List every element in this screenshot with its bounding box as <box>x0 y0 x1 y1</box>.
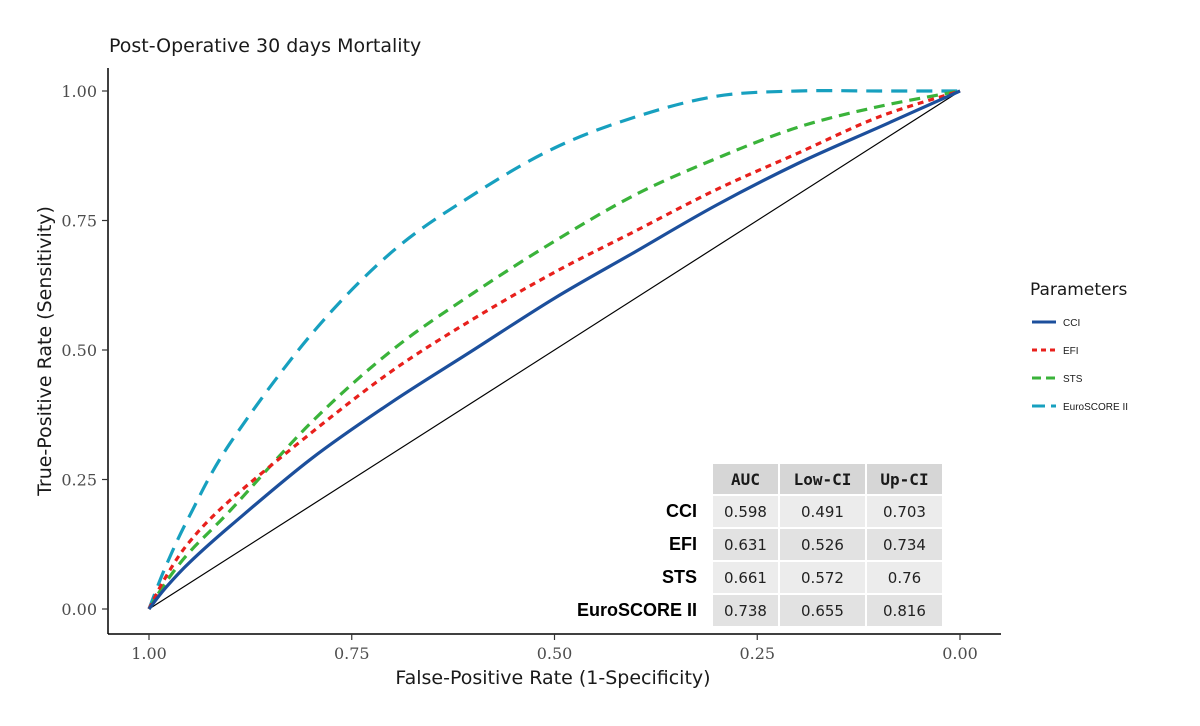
stats-table: AUC Low-CI Up-CI CCI 0.598 0.491 0.703 EFI 0.631… <box>577 462 944 628</box>
table-header-cell <box>711 462 780 496</box>
legend-label-efi: EFI <box>1063 346 1079 357</box>
table-cell-value: 0.661 <box>724 569 767 587</box>
y-tick-label: 0.00 <box>61 600 97 619</box>
x-tick-label: 1.00 <box>131 644 167 663</box>
x-axis-title: False-Positive Rate (1-Specificity) <box>395 667 710 689</box>
y-tick-label: 0.75 <box>61 212 97 231</box>
table-cell <box>711 593 780 628</box>
y-axis-title: True-Positive Rate (Sensitivity) <box>34 206 56 497</box>
legend-label-cci: CCI <box>1063 318 1080 329</box>
reference-diagonal-line <box>148 90 961 610</box>
table-cell <box>865 593 944 628</box>
x-tick-label: 0.00 <box>942 644 978 663</box>
legend: Parameters CCI EFI STS EuroSCORE II <box>1030 280 1128 413</box>
x-tick-label: 0.75 <box>334 644 370 663</box>
y-tick-label: 0.25 <box>61 471 97 490</box>
legend-label-sts: STS <box>1063 374 1083 385</box>
plot-lines <box>147 89 961 610</box>
table-row-label-efi: EFI <box>669 534 697 554</box>
table-header-up-ci: Up-CI <box>880 470 928 489</box>
table-cell-value: 0.816 <box>883 602 926 620</box>
y-ticks: 0.00 0.25 0.50 0.75 1.00 <box>61 82 108 619</box>
legend-title: Parameters <box>1030 280 1127 300</box>
table-cell-value: 0.703 <box>883 503 926 521</box>
table-header-low-ci: Low-CI <box>794 470 852 489</box>
legend-items: CCI EFI STS EuroSCORE II <box>1032 318 1128 413</box>
table-row-label-cci: CCI <box>666 501 697 521</box>
table-cell <box>711 527 780 562</box>
table-cell <box>711 560 780 595</box>
roc-curve-euroscore-ii <box>147 89 961 610</box>
table-cell-value: 0.526 <box>801 536 844 554</box>
axes: 1.00 0.75 0.50 0.25 0.00 0.000.250.500.751.0… <box>61 68 1001 663</box>
roc-curve-cci <box>147 89 961 610</box>
legend-label-euroscore-ii: EuroSCORE II <box>1063 402 1128 413</box>
table-cell-value: 0.631 <box>724 536 767 554</box>
table-cell-value: 0.738 <box>724 602 767 620</box>
table-cell-value: 0.491 <box>801 503 844 521</box>
x-ticks: 1.00 0.75 0.50 0.25 0.00 <box>131 634 978 663</box>
table-cell-value: 0.572 <box>801 569 844 587</box>
table-cell-value: 0.76 <box>888 569 921 587</box>
x-tick-label: 0.50 <box>537 644 573 663</box>
table-cell <box>865 494 944 529</box>
table-row-label-sts: STS <box>662 567 697 587</box>
y-tick-label: 1.00 <box>61 82 97 101</box>
chart-title: Post-Operative 30 days Mortality <box>109 35 421 57</box>
roc-curve-efi <box>147 89 961 610</box>
table-header-cell <box>865 462 944 496</box>
x-tick-label: 0.25 <box>739 644 775 663</box>
table-cell-value: 0.655 <box>801 602 844 620</box>
table-cell-value: 0.734 <box>883 536 926 554</box>
table-header-auc: AUC <box>731 470 760 489</box>
table-cell-value: 0.598 <box>724 503 767 521</box>
y-tick-label: 0.50 <box>61 341 97 360</box>
table-row-label-euroscore-ii: EuroSCORE II <box>577 600 697 620</box>
